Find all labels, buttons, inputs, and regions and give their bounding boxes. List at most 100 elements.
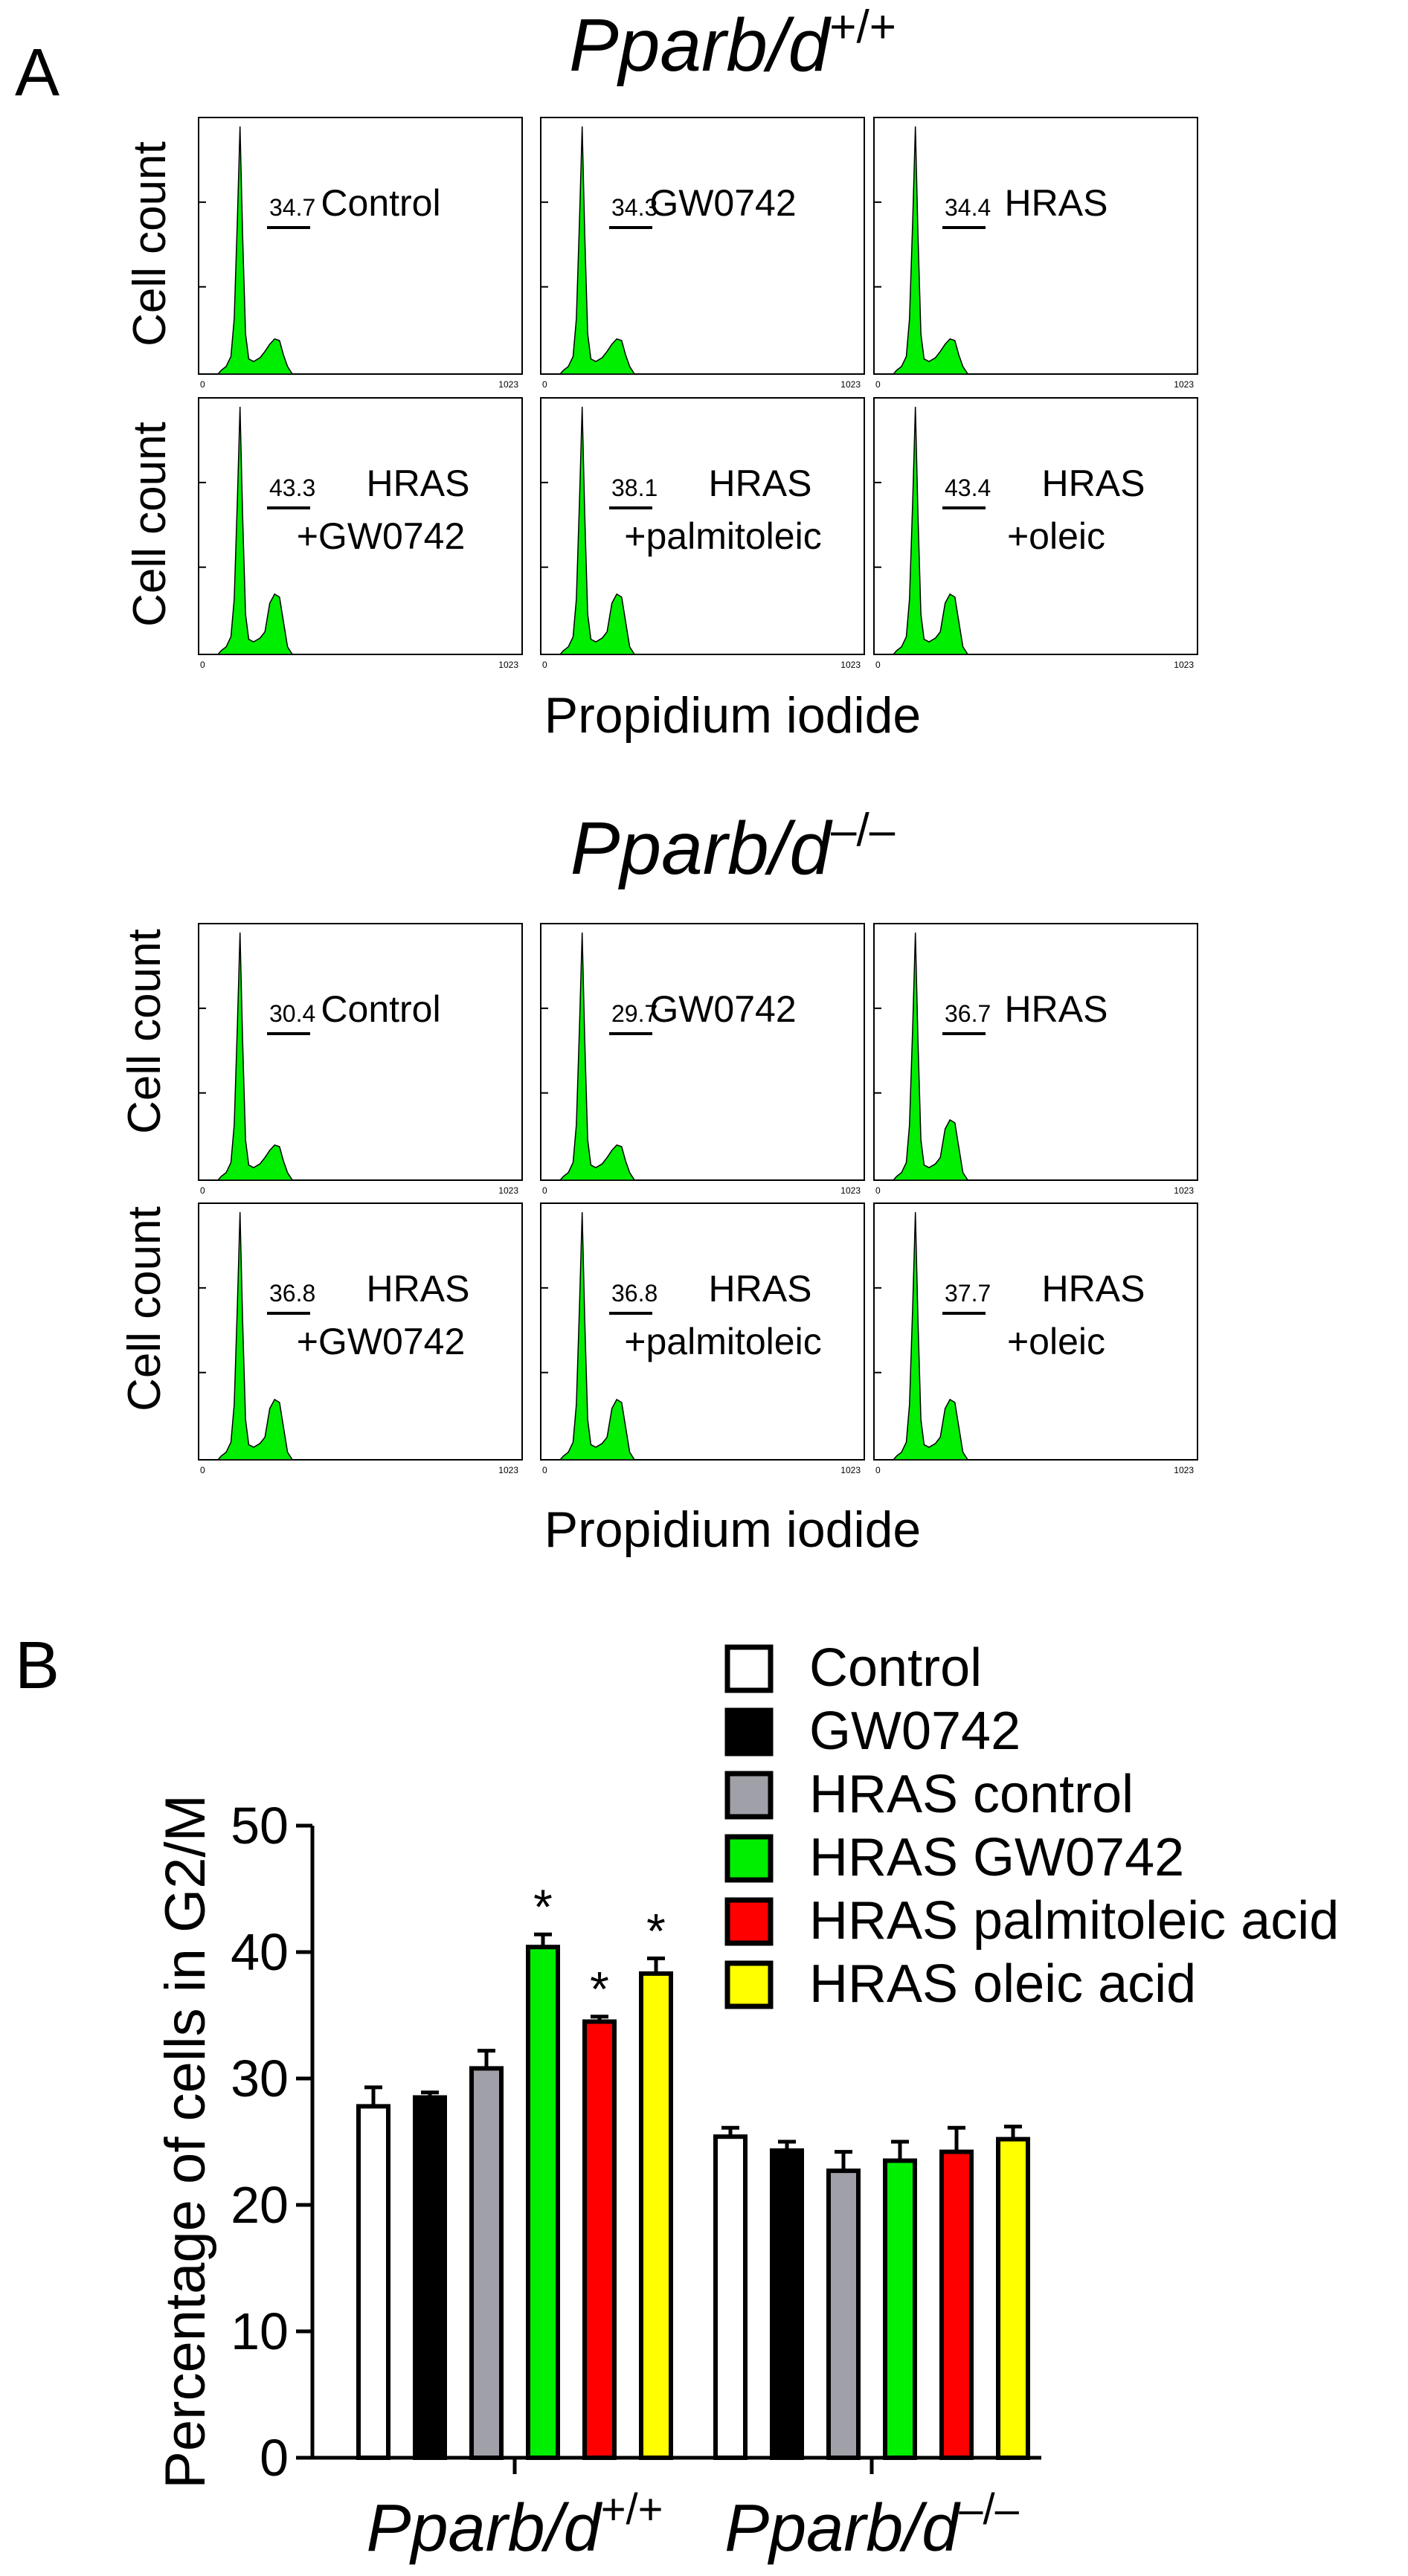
histogram-frame	[873, 923, 1198, 1181]
legend-label: HRAS oleic acid	[809, 1954, 1196, 2014]
legend-label: HRAS GW0742	[809, 1828, 1184, 1887]
axis-max-label: 1023	[498, 1465, 518, 1475]
histogram-profile	[892, 126, 969, 375]
histogram-profile	[892, 406, 969, 655]
axis-min-label: 0	[875, 379, 881, 390]
panel-a-label: A	[15, 36, 60, 110]
group-title-knockout-sup: –/–	[831, 805, 896, 856]
svg-text:Pparb/d+/+: Pparb/d+/+	[569, 1, 896, 87]
histogram-profile	[216, 406, 294, 655]
group-title-wildtype-sup: +/+	[829, 1, 896, 53]
y-label-row-1: Cell count	[124, 141, 176, 347]
y-tick-label: 20	[231, 2176, 289, 2234]
legend-item: Control	[724, 1638, 982, 1698]
axis-max-label: 1023	[840, 1465, 861, 1475]
legend-label: Control	[809, 1638, 982, 1698]
bar	[356, 2104, 390, 2460]
histogram-frame	[198, 923, 523, 1181]
axis-max-label: 1023	[1174, 660, 1194, 670]
g2m-percentage: 36.7	[945, 1000, 991, 1027]
bar	[582, 2019, 617, 2460]
significance-marker: *	[533, 1879, 553, 1934]
y-label-row-3: Cell count	[119, 929, 170, 1134]
bar	[413, 2095, 447, 2460]
histogram-panel: 30.4 Control 0 1023	[198, 923, 523, 1196]
significance-marker: *	[646, 1904, 666, 1959]
histogram-panel: 36.8 HRAS +GW0742 0 1023	[198, 1202, 523, 1475]
panel-b-label: B	[15, 1629, 60, 1703]
bar	[770, 2148, 804, 2460]
legend-label: HRAS palmitoleic acid	[809, 1891, 1339, 1951]
axis-max-label: 1023	[498, 1185, 518, 1196]
g2m-percentage: 37.7	[945, 1280, 991, 1307]
bar	[883, 2158, 917, 2460]
legend-swatch	[724, 1897, 774, 1946]
condition-label-line2: +oleic	[1007, 515, 1105, 557]
histogram-frame	[198, 1202, 523, 1461]
bar	[939, 2149, 974, 2461]
condition-label: HRAS	[367, 1268, 470, 1310]
g2m-percentage: 34.3	[611, 194, 658, 221]
group-title-knockout: Pparb/d–/–	[570, 805, 896, 890]
y-tick-label: 0	[260, 2429, 289, 2487]
bar-chart-bars: * * *	[356, 1879, 1030, 2461]
y-label-row-2: Cell count	[124, 422, 176, 627]
bar	[826, 2168, 861, 2461]
condition-label: GW0742	[649, 182, 796, 224]
axis-max-label: 1023	[498, 379, 518, 390]
axis-min-label: 0	[542, 1185, 547, 1196]
histogram-panel: 36.8 HRAS +palmitoleic 0 1023	[540, 1202, 865, 1475]
g2m-percentage: 29.7	[611, 1000, 658, 1027]
legend-item: GW0742	[724, 1701, 1020, 1761]
bar	[526, 1945, 560, 2460]
bar	[996, 2137, 1030, 2461]
bar	[469, 2066, 504, 2460]
x-label-wildtype: Propidium iodide	[544, 687, 922, 744]
histogram-profile	[559, 932, 636, 1181]
condition-label: GW0742	[649, 988, 796, 1030]
histogram-panel: 38.1 HRAS +palmitoleic 0 1023	[540, 397, 865, 670]
axis-max-label: 1023	[840, 379, 861, 390]
bar-chart-y-label: Percentage of cells in G2/M	[154, 1794, 217, 2489]
axis-min-label: 0	[875, 660, 881, 670]
group-title-wildtype: Pparb/d+/+	[569, 1, 896, 87]
histogram-frame	[540, 397, 865, 655]
y-label-row-4: Cell count	[119, 1206, 170, 1411]
histogram-profile	[216, 126, 294, 375]
histogram-profile	[892, 1211, 969, 1461]
condition-label: Control	[321, 988, 440, 1030]
histogram-profile	[892, 932, 969, 1181]
histogram-profile	[559, 1211, 636, 1461]
bar	[713, 2134, 748, 2460]
axis-min-label: 0	[200, 660, 205, 670]
bar	[639, 1971, 673, 2460]
histogram-frame	[540, 1202, 865, 1461]
condition-label: HRAS	[709, 1268, 812, 1310]
x-category-label: Pparb/d–/–	[724, 2485, 1020, 2566]
g2m-percentage: 43.4	[945, 474, 991, 501]
histogram-panel: 34.7 Control 0 1023	[198, 117, 523, 390]
axis-min-label: 0	[542, 379, 547, 390]
condition-label-line2: +palmitoleic	[624, 1321, 821, 1362]
axis-max-label: 1023	[1174, 1465, 1194, 1475]
legend-swatch	[724, 1960, 774, 2009]
histogram-frame	[873, 1202, 1198, 1461]
bar-chart-axes: 0 10 20 30 40 50 Pparb/d+/+ Pparb/d–/–	[231, 1797, 1041, 2566]
axis-max-label: 1023	[840, 1185, 861, 1196]
histogram-profile	[216, 932, 294, 1181]
y-tick-label: 40	[231, 1923, 289, 1981]
histogram-frame	[873, 117, 1198, 375]
condition-label-line2: +GW0742	[297, 515, 466, 557]
axis-min-label: 0	[200, 379, 205, 390]
axis-max-label: 1023	[1174, 379, 1194, 390]
legend-item: HRAS control	[724, 1765, 1134, 1824]
group-title-wildtype-main: Pparb/d	[569, 4, 832, 87]
histogram-frame	[198, 117, 523, 375]
histogram-frame	[198, 397, 523, 655]
condition-label-line2: +oleic	[1007, 1321, 1105, 1362]
y-tick-label: 30	[231, 2049, 289, 2108]
axis-min-label: 0	[200, 1465, 205, 1475]
legend-swatch	[724, 1707, 774, 1756]
